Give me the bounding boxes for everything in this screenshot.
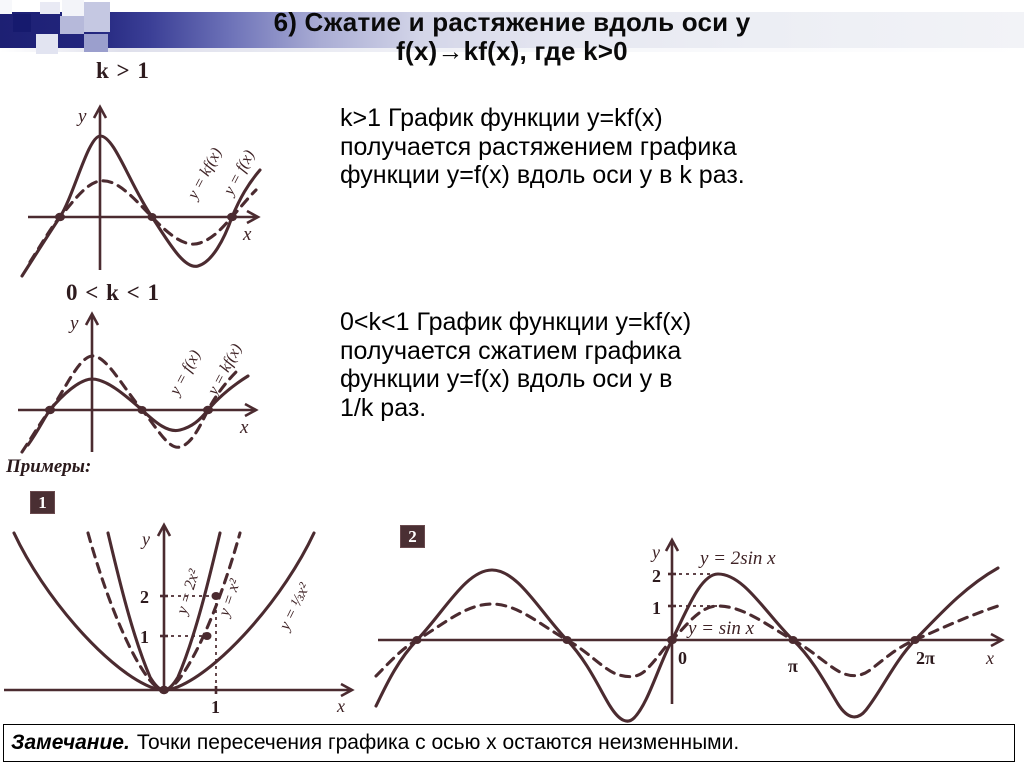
figure-1-label-kf: y = kf(x) xyxy=(184,145,226,203)
decor-square-d xyxy=(84,2,110,32)
example-badge-2: 2 xyxy=(400,525,425,548)
decor-square-f xyxy=(36,34,58,54)
figure-3-point-1 xyxy=(202,632,212,640)
decor-square-b xyxy=(62,0,84,16)
figure-3-ytick-1: 1 xyxy=(140,627,149,647)
figure-1-root-dot-left xyxy=(55,212,65,222)
figure-2-label-kf: y = kf(x) xyxy=(204,341,246,399)
figure-4-xtick-2pi: 2π xyxy=(916,648,935,668)
figure-4-xtick-0: 0 xyxy=(678,648,687,668)
figure-k-greater-than-1: y x y = kf(x) y = f(x) xyxy=(0,80,330,285)
figure-1-axes xyxy=(28,104,261,270)
paragraph-stretch: k>1 График функции y=kf(x) получается ра… xyxy=(340,104,745,189)
page-title: 6) Сжатие и растяжение вдоль оси y f(x)→… xyxy=(0,7,1024,67)
figure-2-caption: 0 < k < 1 xyxy=(66,280,161,305)
figure-1-y-axis-label: y xyxy=(76,106,87,127)
decor-square-g xyxy=(0,0,12,14)
page-title-line-2: f(x)→kf(x), где k>0 xyxy=(396,36,628,67)
bottom-note-lead: Замечание. xyxy=(11,731,130,754)
figure-2-root-dot-right xyxy=(203,405,213,415)
figure-3-ytick-2: 2 xyxy=(140,587,149,607)
figure-4-axes xyxy=(378,537,1005,704)
figure-2-x-axis-label: x xyxy=(239,417,249,438)
figure-2-label-f: y = f(x) xyxy=(166,347,205,399)
figure-2-axes xyxy=(18,311,259,452)
figure-1-caption: k > 1 xyxy=(96,58,150,83)
figure-4-label-2sinx: y = 2sin x xyxy=(698,548,776,569)
decor-square-e xyxy=(84,34,108,52)
bottom-note-body: Точки пересечения графика с осью х остаю… xyxy=(136,731,740,754)
figure-4-root-dot-neg xyxy=(562,636,572,644)
examples-label: Примеры: xyxy=(6,456,92,477)
figure-4-y-axis-label: y xyxy=(650,542,660,562)
figure-4-root-dot-minus-pi xyxy=(412,636,422,644)
figure-k-between-0-and-1: y x y = f(x) y = kf(x) xyxy=(0,300,330,465)
figure-4-root-dot-pi xyxy=(788,636,798,644)
figure-4-ytick-1: 1 xyxy=(652,598,661,618)
decor-square-a xyxy=(40,2,60,14)
header-gradient-band xyxy=(0,12,1024,52)
figure-2-root-dot-mid xyxy=(137,406,147,414)
page-title-line-1: 6) Сжатие и растяжение вдоль оси y xyxy=(273,7,751,37)
figure-1-root-dot-mid xyxy=(147,213,157,221)
figure-3-y-axis-label: y xyxy=(140,529,150,549)
figure-1-root-dot-right xyxy=(227,212,237,222)
figure-4-xtick-pi: π xyxy=(788,656,798,676)
figure-1-curve-f xyxy=(28,179,258,264)
figure-4-ytick-2: 2 xyxy=(652,566,661,586)
figure-1-x-axis-label: x xyxy=(242,224,252,245)
decor-square-c xyxy=(60,16,84,34)
figure-2-y-axis-label: y xyxy=(68,313,79,334)
figure-3-x-axis-label: x xyxy=(336,696,345,716)
figure-3-origin-dot xyxy=(159,685,169,695)
figure-4-root-dot-2pi xyxy=(910,636,920,644)
figure-4-label-sinx: y = sin x xyxy=(686,618,755,639)
bottom-note: Замечание. Точки пересечения графика с о… xyxy=(3,724,1015,762)
figure-4-root-dot-0 xyxy=(667,635,677,645)
figure-4-x-axis-label: x xyxy=(985,648,994,668)
paragraph-compress: 0<k<1 График функции y=kf(x) получается … xyxy=(340,308,692,422)
example-badge-1: 1 xyxy=(30,491,55,514)
figure-example-2-sine: y x 2 1 0 π 2π y = 2sin x y = sin x xyxy=(370,512,1020,727)
figure-2-root-dot-left xyxy=(45,405,55,415)
figure-example-1-parabolas: y x 2 1 1 y = 2x² y = x² y = ⅓x² xyxy=(0,505,370,720)
figure-3-xtick-1: 1 xyxy=(211,697,220,717)
decor-square-navy xyxy=(13,14,31,32)
figure-3-point-2 xyxy=(211,592,221,600)
figure-3-axes xyxy=(4,522,355,698)
